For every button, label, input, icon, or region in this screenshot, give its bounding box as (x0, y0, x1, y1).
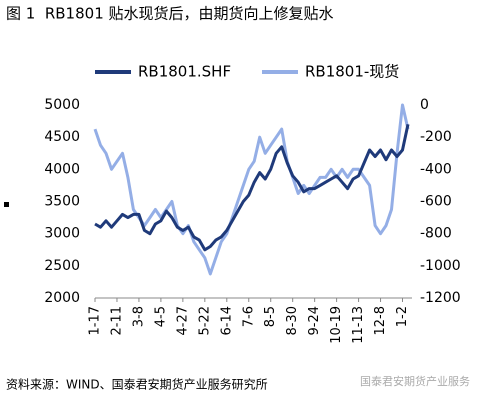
y2-tick-label: -1200 (420, 290, 461, 306)
x-tick-label: 7-6 (241, 306, 256, 327)
y-tick-label: 2500 (44, 258, 80, 274)
x-tick-label: 1-2 (395, 306, 410, 327)
watermark: 国泰君安期货产业服务 (360, 374, 470, 388)
x-tick-label: 12-8 (373, 306, 388, 336)
x-tick-label: 4-27 (175, 306, 190, 336)
x-tick-label: 8-30 (285, 306, 300, 336)
x-tick-label: 11-13 (351, 306, 366, 344)
chart-title: 图 1 RB1801 贴水现货后，由期货向上修复贴水 (6, 5, 334, 23)
y-tick-label: 3500 (44, 194, 80, 210)
bullet (4, 202, 9, 207)
y2-tick-label: 0 (420, 97, 429, 113)
x-tick-label: 2-11 (109, 306, 124, 336)
series-line (94, 123, 410, 252)
y2-tick-label: -1000 (420, 258, 461, 274)
legend-label: RB1801-现货 (305, 63, 399, 81)
y2-tick-label: -200 (420, 129, 452, 145)
x-tick-label: 1-17 (88, 306, 103, 336)
x-tick-label: 4-5 (153, 306, 168, 327)
x-tick-label: 5-22 (197, 306, 212, 336)
series-line (93, 103, 410, 276)
y2-tick-label: -400 (420, 161, 452, 177)
x-tick-label: 6-14 (219, 306, 234, 336)
x-tick-label: 8-5 (263, 306, 278, 327)
source: 资料来源：WIND、国泰君安期货产业服务研究所 (6, 377, 268, 392)
x-tick-label: 10-19 (329, 306, 344, 344)
x-tick-label: 3-8 (131, 306, 146, 327)
y-tick-label: 2000 (44, 290, 80, 306)
y2-tick-label: -800 (420, 226, 452, 242)
y-tick-label: 4000 (44, 161, 80, 177)
y-tick-label: 5000 (44, 97, 80, 113)
x-tick-label: 9-24 (307, 306, 322, 336)
y-tick-label: 3000 (44, 226, 80, 242)
legend-label: RB1801.SHF (138, 63, 231, 81)
y-tick-label: 4500 (44, 129, 80, 145)
y2-tick-label: -600 (420, 194, 452, 210)
